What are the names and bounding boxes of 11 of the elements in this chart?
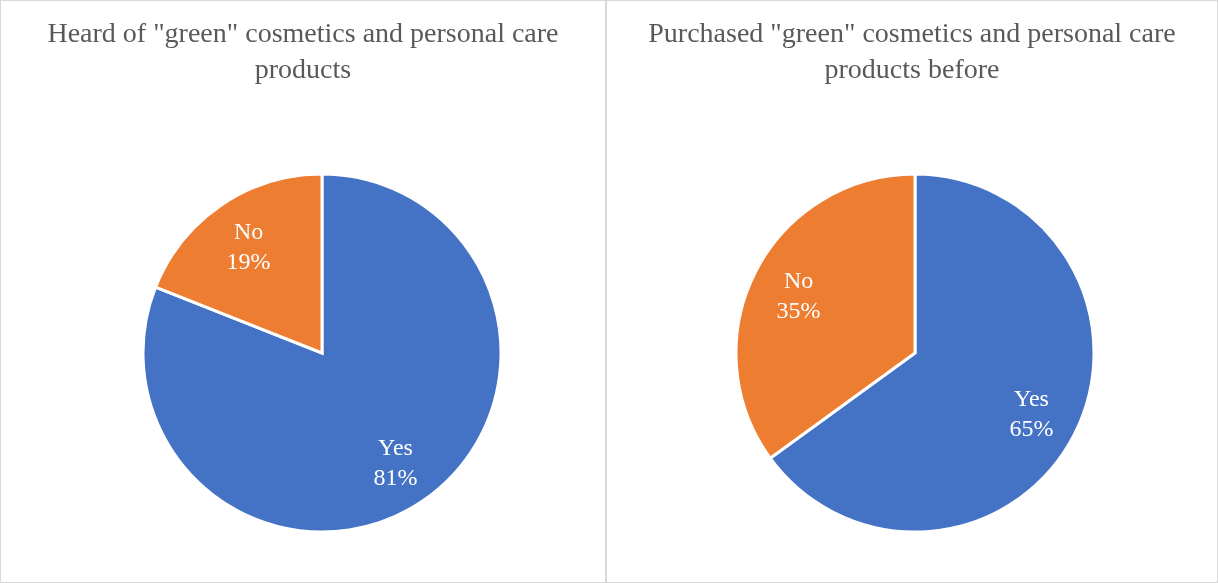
data-label: 19% [226,247,271,274]
slice-label: Yes [1013,385,1049,412]
slice-label: Yes [377,434,413,461]
data-label: 35% [776,296,821,323]
data-label: 81% [373,464,418,491]
pie-slice [141,172,503,534]
chart-title: Purchased "green" cosmetics and personal care products before [647,16,1177,86]
slice-label: No [233,217,264,244]
slice-label: No [783,266,814,293]
chart-title: Heard of "green" cosmetics and personal care products [46,16,560,86]
data-label: 65% [1009,415,1054,442]
